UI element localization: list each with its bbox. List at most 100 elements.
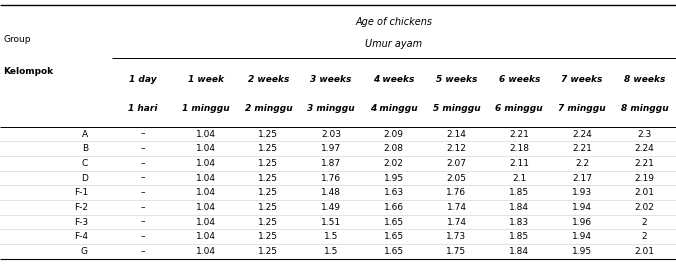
Text: 1.25: 1.25 [258, 203, 279, 212]
Text: 1.66: 1.66 [384, 203, 404, 212]
Text: 6 weeks: 6 weeks [498, 75, 540, 84]
Text: 1.83: 1.83 [509, 218, 529, 227]
Text: G: G [81, 247, 88, 256]
Text: 1.96: 1.96 [572, 218, 592, 227]
Text: –: – [141, 130, 145, 139]
Text: 1.95: 1.95 [384, 173, 404, 182]
Text: 1.84: 1.84 [509, 203, 529, 212]
Text: F-1: F-1 [74, 188, 88, 197]
Text: F-4: F-4 [74, 232, 88, 241]
Text: 1.49: 1.49 [321, 203, 341, 212]
Text: 2.1: 2.1 [512, 173, 527, 182]
Text: 2.19: 2.19 [635, 173, 654, 182]
Text: 1.04: 1.04 [195, 232, 216, 241]
Text: 1.85: 1.85 [509, 188, 529, 197]
Text: 1.94: 1.94 [572, 203, 592, 212]
Text: 1.25: 1.25 [258, 144, 279, 153]
Text: 1.65: 1.65 [384, 232, 404, 241]
Text: 1.76: 1.76 [446, 188, 466, 197]
Text: C: C [82, 159, 88, 168]
Text: 2.21: 2.21 [509, 130, 529, 139]
Text: 2.11: 2.11 [509, 159, 529, 168]
Text: 7 minggu: 7 minggu [558, 104, 606, 113]
Text: 1 hari: 1 hari [128, 104, 158, 113]
Text: 2.21: 2.21 [572, 144, 592, 153]
Text: 2.24: 2.24 [635, 144, 654, 153]
Text: 1.25: 1.25 [258, 247, 279, 256]
Text: 1.5: 1.5 [324, 232, 338, 241]
Text: 6 minggu: 6 minggu [496, 104, 543, 113]
Text: 2.02: 2.02 [635, 203, 654, 212]
Text: 2 minggu: 2 minggu [245, 104, 292, 113]
Text: 2: 2 [642, 218, 648, 227]
Text: 1.65: 1.65 [384, 247, 404, 256]
Text: 1 day: 1 day [129, 75, 157, 84]
Text: 1.63: 1.63 [384, 188, 404, 197]
Text: 1.84: 1.84 [509, 247, 529, 256]
Text: 2.01: 2.01 [635, 188, 654, 197]
Text: 2.01: 2.01 [635, 247, 654, 256]
Text: 4 minggu: 4 minggu [370, 104, 418, 113]
Text: 2.07: 2.07 [446, 159, 466, 168]
Text: 1.04: 1.04 [195, 188, 216, 197]
Text: –: – [141, 232, 145, 241]
Text: 1.48: 1.48 [321, 188, 341, 197]
Text: F-2: F-2 [74, 203, 88, 212]
Text: B: B [82, 144, 88, 153]
Text: 2.08: 2.08 [384, 144, 404, 153]
Text: –: – [141, 173, 145, 182]
Text: 1.04: 1.04 [195, 173, 216, 182]
Text: 5 minggu: 5 minggu [433, 104, 481, 113]
Text: 1.25: 1.25 [258, 173, 279, 182]
Text: Kelompok: Kelompok [3, 67, 53, 76]
Text: 2.12: 2.12 [447, 144, 466, 153]
Text: –: – [141, 144, 145, 153]
Text: 1.93: 1.93 [572, 188, 592, 197]
Text: 1.25: 1.25 [258, 130, 279, 139]
Text: 1 minggu: 1 minggu [182, 104, 229, 113]
Text: Age of chickens: Age of chickens [356, 17, 432, 27]
Text: 1.25: 1.25 [258, 232, 279, 241]
Text: 1.97: 1.97 [321, 144, 341, 153]
Text: 2.18: 2.18 [509, 144, 529, 153]
Text: 1.85: 1.85 [509, 232, 529, 241]
Text: 1.04: 1.04 [195, 247, 216, 256]
Text: 2.03: 2.03 [321, 130, 341, 139]
Text: –: – [141, 247, 145, 256]
Text: 2.24: 2.24 [572, 130, 592, 139]
Text: 1.51: 1.51 [321, 218, 341, 227]
Text: 7 weeks: 7 weeks [561, 75, 602, 84]
Text: 1.04: 1.04 [195, 218, 216, 227]
Text: 2: 2 [642, 232, 648, 241]
Text: 1.65: 1.65 [384, 218, 404, 227]
Text: 1.75: 1.75 [446, 247, 466, 256]
Text: 2.2: 2.2 [575, 159, 589, 168]
Text: 8 minggu: 8 minggu [621, 104, 669, 113]
Text: 3 weeks: 3 weeks [310, 75, 352, 84]
Text: 1.74: 1.74 [446, 218, 466, 227]
Text: A: A [82, 130, 88, 139]
Text: 8 weeks: 8 weeks [624, 75, 665, 84]
Text: 2.3: 2.3 [637, 130, 652, 139]
Text: 1.25: 1.25 [258, 159, 279, 168]
Text: 1.73: 1.73 [446, 232, 466, 241]
Text: 1.87: 1.87 [321, 159, 341, 168]
Text: 1.04: 1.04 [195, 130, 216, 139]
Text: 1 week: 1 week [188, 75, 224, 84]
Text: 1.04: 1.04 [195, 203, 216, 212]
Text: 2.02: 2.02 [384, 159, 404, 168]
Text: –: – [141, 159, 145, 168]
Text: 2.17: 2.17 [572, 173, 592, 182]
Text: Umur ayam: Umur ayam [365, 39, 422, 49]
Text: 2.21: 2.21 [635, 159, 654, 168]
Text: 1.25: 1.25 [258, 218, 279, 227]
Text: D: D [81, 173, 88, 182]
Text: –: – [141, 188, 145, 197]
Text: 1.74: 1.74 [446, 203, 466, 212]
Text: –: – [141, 203, 145, 212]
Text: 1.04: 1.04 [195, 144, 216, 153]
Text: 1.5: 1.5 [324, 247, 338, 256]
Text: 1.04: 1.04 [195, 159, 216, 168]
Text: 4 weeks: 4 weeks [373, 75, 414, 84]
Text: 1.76: 1.76 [321, 173, 341, 182]
